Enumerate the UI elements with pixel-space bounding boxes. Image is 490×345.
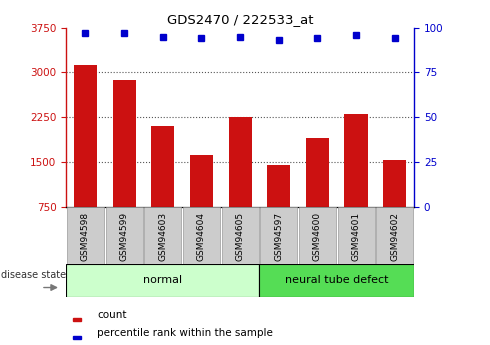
Text: GSM94601: GSM94601 [351, 211, 361, 261]
FancyBboxPatch shape [67, 207, 104, 264]
Text: disease state: disease state [0, 270, 66, 280]
Bar [74, 65, 97, 207]
Text: GSM94604: GSM94604 [197, 211, 206, 260]
Bar [66, 264, 259, 297]
Text: GSM94602: GSM94602 [390, 211, 399, 260]
Bar [267, 165, 291, 207]
Bar [190, 155, 213, 207]
Bar [228, 117, 252, 207]
Text: GSM94600: GSM94600 [313, 211, 322, 261]
Text: neural tube defect: neural tube defect [285, 275, 389, 285]
Bar [383, 160, 406, 207]
Bar [113, 80, 136, 207]
Text: GSM94603: GSM94603 [158, 211, 167, 261]
Bar [259, 264, 414, 297]
Text: GSM94599: GSM94599 [120, 211, 129, 261]
FancyBboxPatch shape [144, 207, 181, 264]
FancyBboxPatch shape [299, 207, 336, 264]
Bar [73, 318, 81, 321]
FancyBboxPatch shape [221, 207, 259, 264]
FancyBboxPatch shape [105, 207, 143, 264]
Bar [344, 114, 368, 207]
Bar [306, 138, 329, 207]
FancyBboxPatch shape [338, 207, 375, 264]
Title: GDS2470 / 222533_at: GDS2470 / 222533_at [167, 13, 313, 27]
Text: GSM94597: GSM94597 [274, 211, 283, 261]
Text: percentile rank within the sample: percentile rank within the sample [98, 328, 273, 338]
Bar [73, 336, 81, 339]
Text: GSM94598: GSM94598 [81, 211, 90, 261]
FancyBboxPatch shape [183, 207, 220, 264]
Text: count: count [98, 310, 127, 320]
Text: normal: normal [143, 275, 182, 285]
Text: GSM94605: GSM94605 [236, 211, 245, 261]
FancyBboxPatch shape [376, 207, 413, 264]
Bar [151, 126, 174, 207]
FancyBboxPatch shape [260, 207, 297, 264]
